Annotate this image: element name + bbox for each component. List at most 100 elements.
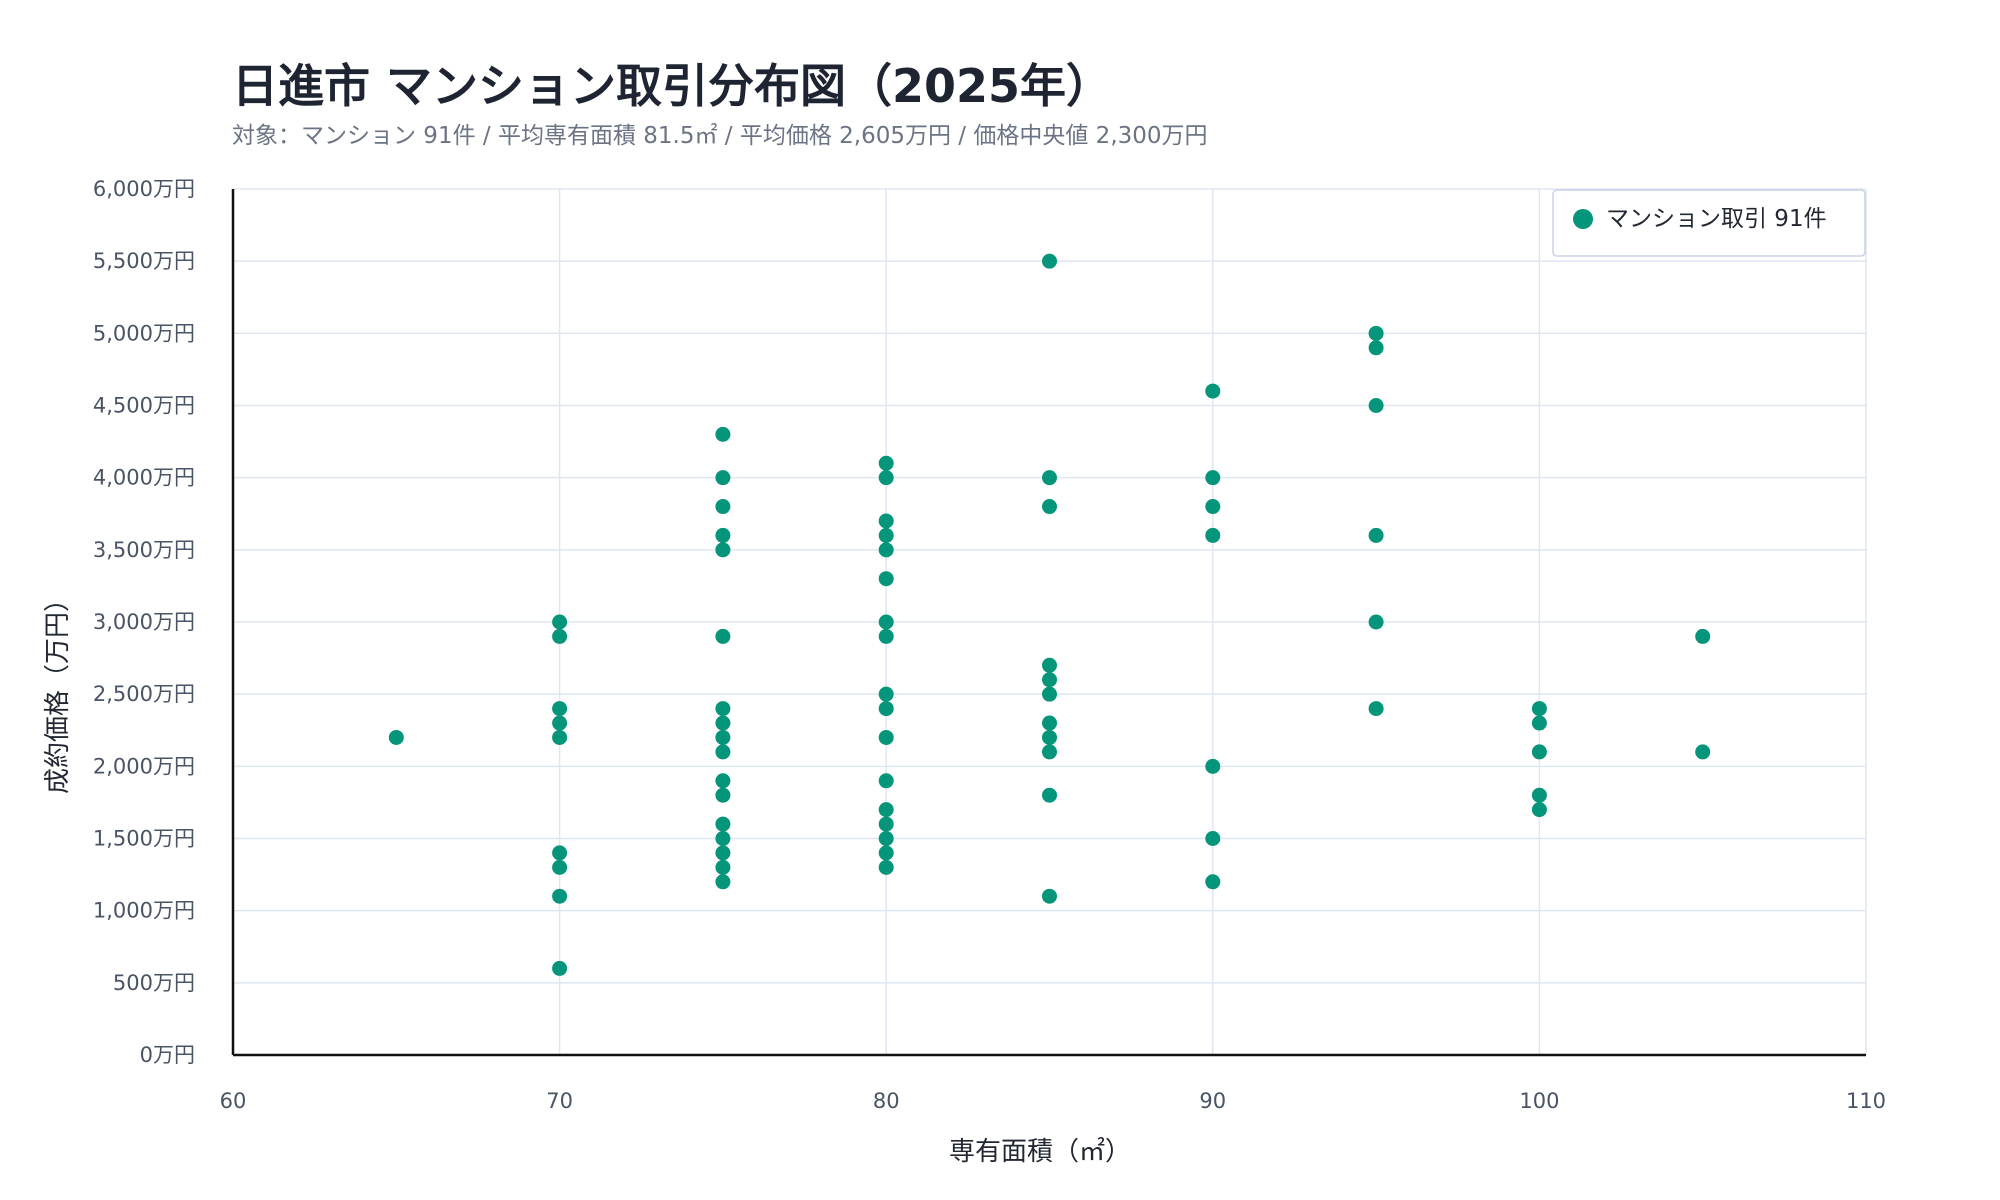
- legend-marker: [1573, 209, 1593, 229]
- x-tick-label: 80: [873, 1089, 900, 1113]
- data-point: [388, 729, 404, 745]
- y-tick-label: 5,500万円: [93, 249, 195, 273]
- y-tick-label: 6,000万円: [93, 177, 195, 201]
- data-point: [1695, 628, 1711, 644]
- data-point: [878, 816, 894, 832]
- data-point: [878, 542, 894, 558]
- data-point: [552, 614, 568, 630]
- data-point: [878, 470, 894, 486]
- data-point: [1205, 758, 1221, 774]
- data-points: [388, 253, 1711, 976]
- data-point: [878, 614, 894, 630]
- data-point: [715, 542, 731, 558]
- data-point: [1531, 701, 1547, 717]
- data-point: [1042, 888, 1057, 904]
- data-point: [552, 960, 568, 976]
- x-tick-label: 70: [546, 1089, 573, 1113]
- y-tick-label: 2,000万円: [93, 754, 195, 778]
- y-tick-labels: 0万円 500万円 1,000万円 1,500万円 2,000万円 2,500万円 3,00…: [93, 177, 195, 1067]
- data-point: [1368, 340, 1384, 356]
- y-axis-title: 成約価格（万円）: [43, 586, 73, 794]
- data-point: [715, 874, 731, 890]
- data-point: [1205, 527, 1221, 543]
- data-point: [1042, 744, 1057, 760]
- x-tick-labels: 60 70 80 90 100 110: [220, 1089, 1886, 1113]
- data-point: [715, 845, 731, 861]
- data-point: [1531, 715, 1547, 731]
- data-point: [1205, 831, 1221, 846]
- data-point: [715, 773, 731, 789]
- data-point: [878, 845, 894, 861]
- y-tick-label: 3,000万円: [93, 610, 195, 634]
- grid: [233, 188, 1867, 1055]
- y-tick-label: 5,000万円: [93, 321, 195, 345]
- data-point: [1205, 499, 1221, 515]
- y-tick-label: 1,500万円: [93, 827, 195, 851]
- data-point: [552, 701, 568, 717]
- data-point: [1042, 729, 1057, 745]
- data-point: [715, 816, 731, 832]
- data-point: [552, 628, 568, 644]
- data-point: [1368, 325, 1384, 341]
- y-tick-label: 4,000万円: [93, 466, 195, 490]
- data-point: [552, 715, 568, 731]
- data-point: [552, 888, 568, 904]
- data-point: [878, 831, 894, 846]
- data-point: [1042, 657, 1057, 673]
- data-point: [878, 729, 894, 745]
- data-point: [878, 455, 894, 471]
- data-point: [878, 686, 894, 702]
- data-point: [1531, 802, 1547, 818]
- data-point: [1042, 686, 1057, 702]
- legend-box: [1552, 189, 1866, 257]
- data-point: [552, 859, 568, 875]
- data-point: [715, 787, 731, 803]
- data-point: [552, 845, 568, 861]
- chart-title: 日進市 マンション取引分布図（2025年）: [232, 59, 1113, 113]
- x-tick-label: 110: [1846, 1089, 1886, 1113]
- data-point: [552, 729, 568, 745]
- data-point: [715, 470, 731, 486]
- data-point: [1531, 744, 1547, 760]
- data-point: [1695, 744, 1711, 760]
- data-point: [715, 628, 731, 644]
- y-tick-label: 0万円: [140, 1043, 195, 1067]
- data-point: [878, 802, 894, 818]
- data-point: [878, 513, 894, 529]
- chart-subtitle: 対象：マンション 91件 / 平均専有面積 81.5㎡ / 平均価格 2,605…: [232, 123, 1208, 149]
- x-tick-label: 100: [1519, 1089, 1559, 1113]
- y-tick-label: 1,000万円: [93, 899, 195, 923]
- data-point: [1042, 470, 1057, 486]
- data-point: [878, 527, 894, 543]
- y-tick-label: 4,500万円: [93, 394, 195, 418]
- legend: マンション取引 91件: [1552, 189, 1866, 257]
- y-tick-label: 2,500万円: [93, 682, 195, 706]
- legend-label: マンション取引 91件: [1606, 206, 1827, 232]
- y-tick-label: 3,500万円: [93, 538, 195, 562]
- data-point: [715, 859, 731, 875]
- data-point: [1205, 470, 1221, 486]
- x-axis-title: 専有面積（㎡）: [949, 1137, 1131, 1167]
- data-point: [878, 571, 894, 587]
- data-point: [1368, 398, 1384, 413]
- data-point: [715, 831, 731, 846]
- data-point: [715, 744, 731, 760]
- data-point: [878, 628, 894, 644]
- data-point: [715, 701, 731, 717]
- y-tick-label: 500万円: [113, 971, 195, 995]
- data-point: [1042, 672, 1057, 688]
- data-point: [1042, 499, 1057, 515]
- data-point: [1205, 874, 1221, 890]
- data-point: [1368, 701, 1384, 717]
- axes: [231, 189, 1866, 1057]
- data-point: [1531, 787, 1547, 803]
- data-point: [715, 729, 731, 745]
- data-point: [1368, 614, 1384, 630]
- data-point: [715, 499, 731, 515]
- data-point: [1042, 787, 1057, 803]
- data-point: [1205, 383, 1221, 399]
- data-point: [1368, 527, 1384, 543]
- data-point: [715, 527, 731, 543]
- data-point: [1042, 715, 1057, 731]
